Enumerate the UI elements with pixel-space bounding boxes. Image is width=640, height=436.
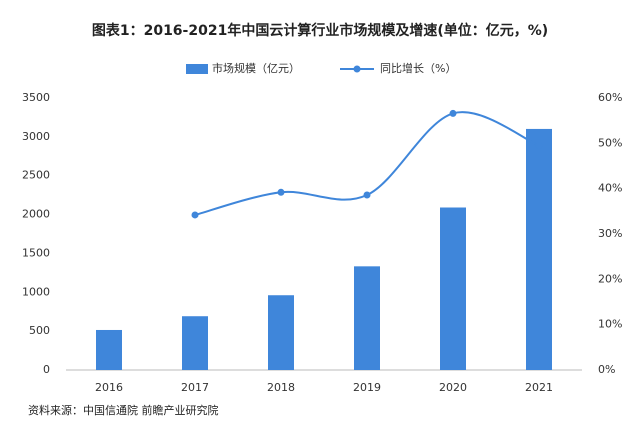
y2-tick-label: 60% — [598, 91, 622, 104]
growth-line — [194, 111, 540, 216]
x-tick-label: 2019 — [353, 381, 381, 394]
y-tick-label: 500 — [29, 324, 50, 337]
legend-label: 市场规模（亿元） — [212, 61, 300, 75]
y-tick-label: 3000 — [22, 130, 50, 143]
source-note: 资料来源：中国信通院 前瞻产业研究院 — [28, 403, 219, 417]
y2-tick-label: 20% — [598, 272, 622, 285]
chart-title: 图表1：2016-2021年中国云计算行业市场规模及增速(单位：亿元，%) — [92, 22, 548, 39]
line-marker — [277, 188, 285, 196]
x-tick-label: 2021 — [525, 381, 553, 394]
line-marker — [449, 109, 457, 117]
x-tick-label: 2020 — [439, 381, 467, 394]
y-tick-label: 3500 — [22, 91, 50, 104]
y-tick-label: 0 — [43, 363, 50, 376]
y2-tick-label: 30% — [598, 227, 622, 240]
x-tick-label: 2018 — [267, 381, 295, 394]
bar — [440, 207, 466, 370]
bar — [182, 316, 208, 370]
line-marker — [191, 211, 199, 219]
y2-tick-label: 0% — [598, 363, 615, 376]
x-tick-label: 2017 — [181, 381, 209, 394]
bar — [96, 329, 122, 370]
legend-label: 同比增长（%） — [380, 61, 456, 75]
line-marker — [535, 142, 543, 150]
bar — [268, 295, 294, 370]
y-tick-label: 1000 — [22, 285, 50, 298]
y-tick-label: 2500 — [22, 169, 50, 182]
line-marker — [363, 191, 371, 199]
legend-swatch — [353, 65, 361, 73]
y2-tick-label: 50% — [598, 136, 622, 149]
y-tick-label: 1500 — [22, 246, 50, 259]
bar — [526, 128, 552, 370]
x-tick-label: 2016 — [95, 381, 123, 394]
y2-tick-label: 10% — [598, 318, 622, 331]
legend-swatch — [186, 64, 208, 74]
y2-tick-label: 40% — [598, 182, 622, 195]
bar — [354, 266, 380, 370]
y-tick-label: 2000 — [22, 208, 50, 221]
